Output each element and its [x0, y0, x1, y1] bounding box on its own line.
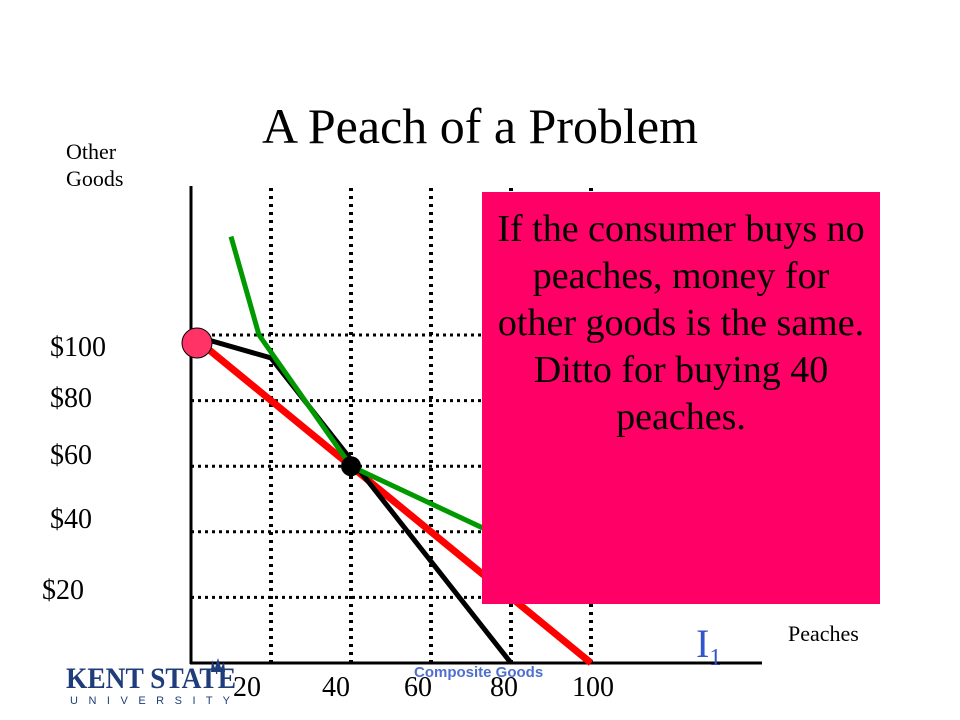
y-axis-label-word: Other — [66, 139, 117, 164]
indifference-curve-label: I1 — [696, 622, 721, 680]
y-tick-label: $60 — [50, 440, 92, 471]
x-axis-label: Peaches — [788, 621, 859, 646]
composite-goods-label: Composite Goods — [414, 664, 544, 681]
x-tick-label: 40 — [322, 672, 350, 703]
x-tick-label: 80 — [490, 672, 518, 703]
y-tick-label: $80 — [50, 383, 92, 414]
y-tick-label: $40 — [50, 504, 92, 535]
logo-university: U N I V E R S I T Y — [70, 695, 231, 707]
x-tick-label: 60 — [404, 672, 432, 703]
marker-40-peaches — [341, 456, 361, 477]
page-title: A Peach of a Problem — [261, 98, 698, 154]
y-axis-label-word: Goods — [66, 166, 124, 191]
indifference-curve — [228, 235, 493, 535]
x-tick-label: 100 — [572, 672, 614, 703]
kent-state-logo: KENT STATE U N I V E R S I T Y — [66, 658, 236, 707]
marker-no-peaches — [181, 327, 213, 359]
x-tick-label: 20 — [233, 672, 261, 703]
indifference-curve-subscript: 1 — [709, 645, 722, 671]
y-axis-label: Other Goods — [66, 138, 156, 192]
logo-flame-icon — [211, 658, 225, 672]
budget-line-original — [188, 332, 594, 666]
callout-box: If the consumer buys no peaches, money f… — [482, 192, 880, 604]
logo-wordmark: KENT STATE — [66, 662, 236, 695]
y-tick-label: $100 — [50, 332, 106, 363]
indifference-curve-letter: I — [696, 621, 710, 666]
y-tick-label: $20 — [42, 575, 84, 606]
budget-line-new — [190, 332, 513, 665]
